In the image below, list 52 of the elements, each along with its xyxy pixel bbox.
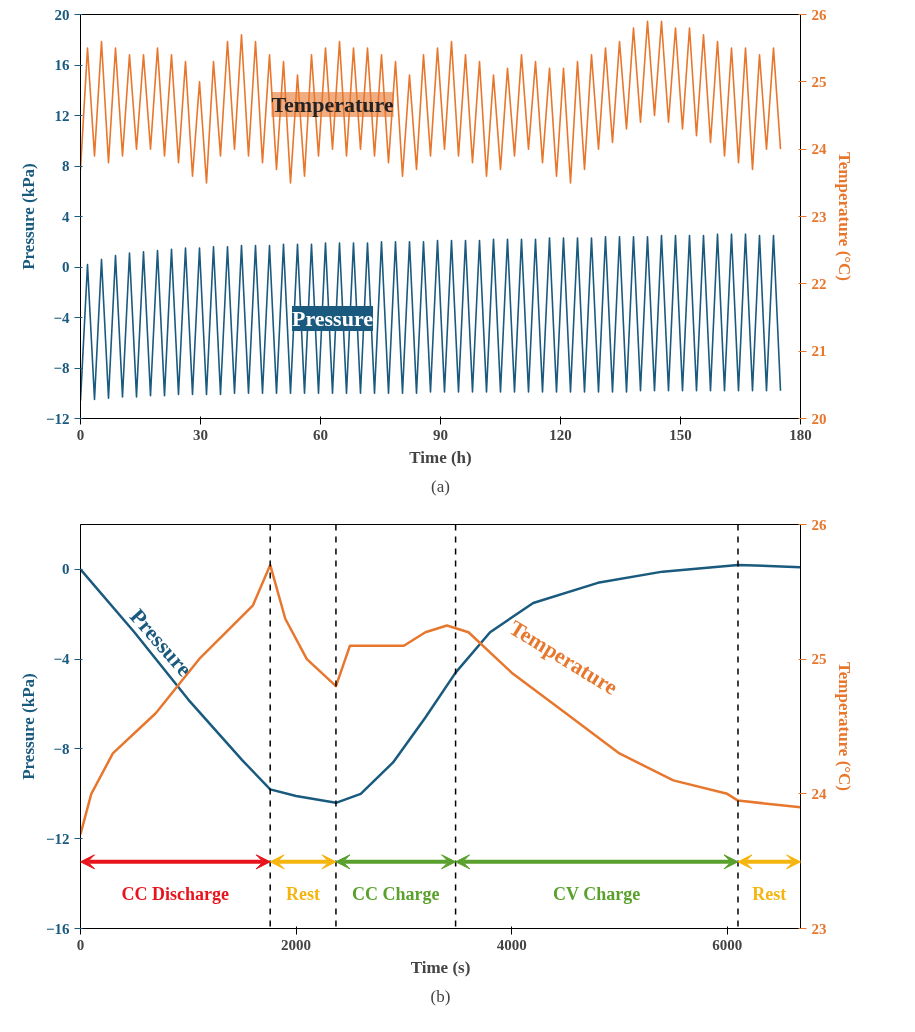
text: (b) <box>430 986 451 1006</box>
x-tick-label: 120 <box>549 426 572 443</box>
x-tick-label: 0 <box>76 426 85 443</box>
annotation: CC Discharge <box>121 884 230 905</box>
y2-tick-label: 25 <box>811 651 827 668</box>
line-series <box>80 20 782 184</box>
y-tick-label: 4 <box>62 208 70 225</box>
y2-axis-title: Temperature (°C) <box>834 151 854 282</box>
y-tick-label: −4 <box>53 651 70 668</box>
x-tick-label: 30 <box>193 426 208 443</box>
x-tick-label: 6000 <box>712 936 743 953</box>
y2-tick-label: 26 <box>811 6 827 23</box>
y-tick-label: 20 <box>54 6 70 23</box>
x-tick-label: 60 <box>313 426 328 443</box>
x-tick-label: 0 <box>76 936 85 953</box>
x-tick-label: 180 <box>789 426 812 443</box>
annotation: CC Charge <box>352 884 440 905</box>
y-axis-title: Pressure (kPa) <box>18 163 38 270</box>
y2-tick-label: 23 <box>811 208 827 225</box>
y-tick-label: 0 <box>62 561 70 578</box>
y-tick-label: 12 <box>54 107 70 124</box>
x-tick-label: 2000 <box>281 936 312 953</box>
y2-tick-label: 21 <box>811 343 827 360</box>
text: (a) <box>431 476 450 496</box>
x-tick-label: 90 <box>433 426 448 443</box>
y-tick-label: −16 <box>45 920 70 937</box>
y-tick-label: −12 <box>45 410 70 427</box>
y-tick-label: −8 <box>53 360 70 376</box>
y-tick-label: −12 <box>45 830 70 847</box>
y2-tick-label: 20 <box>811 410 827 427</box>
y2-tick-label: 24 <box>811 141 827 158</box>
x-tick-label: 4000 <box>496 936 527 953</box>
y-tick-label: 0 <box>62 259 70 275</box>
annotation: CV Charge <box>553 884 641 905</box>
x-axis-title: Time (h) <box>409 447 472 467</box>
y-axis-title: Pressure (kPa) <box>18 673 38 780</box>
y2-tick-label: 24 <box>811 785 827 802</box>
y-tick-label: 8 <box>62 158 70 174</box>
y2-tick-label: 26 <box>811 516 827 533</box>
y-tick-label: −4 <box>53 309 70 326</box>
series-label: Pressure <box>291 305 374 331</box>
y2-axis-title: Temperature (°C) <box>834 661 854 792</box>
y2-tick-label: 22 <box>811 275 827 292</box>
y2-tick-label: 25 <box>811 73 827 90</box>
series-label: Temperature <box>271 91 394 117</box>
y-tick-label: 16 <box>54 57 70 73</box>
y2-tick-label: 23 <box>811 920 827 937</box>
annotation: Rest <box>286 884 321 905</box>
x-axis-title: Time (s) <box>410 957 471 977</box>
annotation: Rest <box>752 884 787 905</box>
x-tick-label: 150 <box>669 426 692 443</box>
y-tick-label: −8 <box>53 740 70 757</box>
